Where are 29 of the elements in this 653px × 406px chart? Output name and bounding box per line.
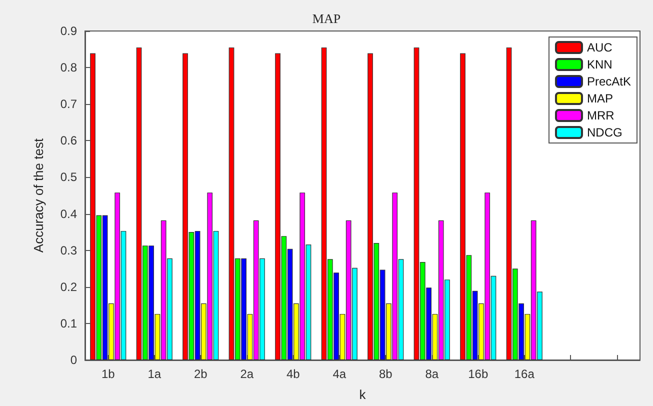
y-tick-label: 0.6: [60, 134, 78, 148]
x-tick-label: 4b: [286, 367, 300, 381]
legend-label: KNN: [586, 58, 612, 72]
x-tick-label: 16a: [514, 367, 535, 381]
x-tick-label: 2a: [240, 367, 254, 381]
legend-label: MAP: [586, 92, 613, 106]
x-axis-title: k: [359, 387, 366, 402]
x-tick-label: 2b: [194, 367, 208, 381]
x-tick-label: 16b: [468, 367, 488, 381]
y-tick-label: 0.5: [60, 170, 78, 184]
y-tick-label: 0.1: [60, 316, 78, 330]
x-tick-label: 4a: [332, 367, 346, 381]
x-tick-label: 1b: [101, 367, 116, 381]
x-tick-label: 8a: [425, 367, 439, 381]
y-tick-label: 0.8: [60, 60, 78, 75]
y-tick-label: 0: [70, 353, 78, 367]
legend-label: NDCG: [586, 126, 622, 140]
y-tick-label: 0.2: [60, 280, 78, 294]
y-axis-title: Accuracy of the test: [31, 138, 46, 253]
chart-title: MAP: [312, 11, 341, 26]
y-tick-label: 0.4: [60, 206, 78, 221]
legend-label: PrecAtK: [586, 74, 631, 88]
x-tick-label: 8b: [378, 367, 393, 381]
legend-label: MRR: [586, 108, 615, 122]
y-tick-label: 0.9: [60, 24, 78, 38]
y-tick-label: 0.7: [60, 97, 78, 112]
y-tick-label: 0.3: [60, 243, 78, 258]
x-tick-label: 1a: [148, 367, 162, 381]
legend-label: AUC: [586, 40, 613, 54]
